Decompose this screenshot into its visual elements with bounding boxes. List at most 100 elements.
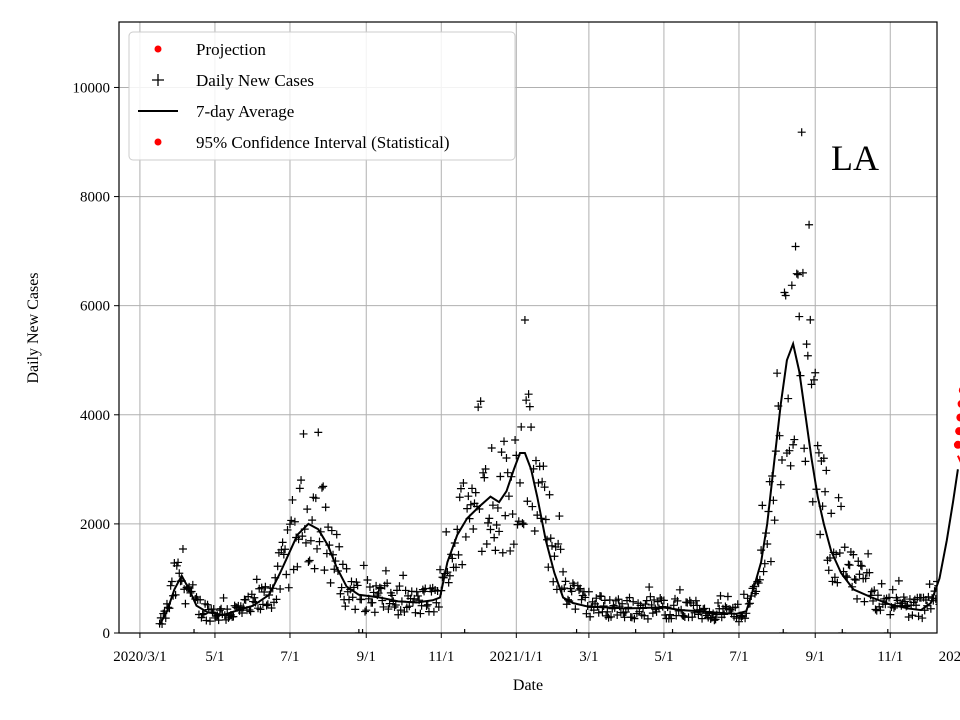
daily-case-point (523, 497, 532, 506)
daily-case-point (876, 606, 885, 615)
daily-case-point (734, 617, 743, 626)
daily-case-point (282, 570, 291, 579)
daily-case-point (283, 525, 292, 534)
x-tick-label: 3/1 (579, 649, 598, 665)
daily-case-point (544, 563, 553, 572)
daily-case-point (341, 602, 350, 611)
daily-case-point (837, 502, 846, 511)
daily-case-point (528, 502, 537, 511)
daily-case-point (646, 592, 655, 601)
daily-case-point (511, 435, 520, 444)
daily-case-point (252, 575, 261, 584)
daily-case-point (445, 571, 454, 580)
daily-case-point (803, 351, 812, 360)
daily-case-point (188, 580, 197, 589)
daily-case-point (739, 590, 748, 599)
daily-case-point (597, 592, 606, 601)
daily-case-point (538, 477, 547, 486)
daily-case-point (262, 601, 271, 610)
daily-case-point (939, 590, 947, 598)
daily-case-point (190, 629, 199, 633)
daily-case-point (520, 315, 529, 324)
daily-case-point (870, 586, 879, 595)
daily-case-point (349, 583, 358, 592)
daily-case-point (534, 478, 543, 487)
daily-case-point (432, 598, 441, 607)
daily-case-point (918, 614, 927, 623)
daily-case-point (503, 468, 512, 477)
daily-case-point (223, 605, 232, 614)
daily-case-point (795, 312, 804, 321)
daily-case-point (811, 368, 820, 377)
daily-case-point (436, 565, 445, 574)
daily-case-point (480, 473, 489, 482)
daily-case-point (834, 493, 843, 502)
daily-case-point (554, 539, 563, 548)
daily-case-point (864, 549, 873, 558)
daily-case-point (942, 575, 950, 583)
daily-case-point (209, 605, 218, 614)
daily-case-point (468, 484, 477, 493)
daily-case-point (778, 455, 787, 464)
daily-case-point (358, 629, 367, 633)
y-tick-label: 0 (103, 626, 111, 642)
daily-case-point (486, 525, 495, 534)
daily-case-point (442, 527, 451, 536)
daily-case-point (412, 587, 421, 596)
daily-case-point (759, 567, 768, 576)
daily-case-point (605, 596, 614, 605)
daily-case-point (716, 591, 725, 600)
daily-case-point (698, 614, 707, 623)
y-axis-label: Daily New Cases (25, 272, 42, 383)
daily-case-point (786, 461, 795, 470)
daily-case-point (172, 561, 181, 570)
y-tick-label: 2000 (80, 517, 110, 533)
daily-case-point (434, 602, 443, 611)
daily-case-point (720, 610, 729, 619)
daily-case-point (951, 525, 959, 533)
x-tick-label: 7/1 (729, 649, 748, 665)
daily-case-point (549, 577, 558, 586)
daily-case-point (902, 602, 911, 611)
daily-case-point (531, 456, 540, 465)
daily-case-point (496, 472, 505, 481)
daily-case-point (618, 599, 627, 608)
daily-case-point (488, 501, 497, 510)
daily-case-point (855, 570, 864, 579)
daily-case-point (384, 605, 393, 614)
daily-case-point (693, 601, 702, 610)
daily-case-point (305, 556, 314, 565)
daily-case-point (791, 242, 800, 251)
daily-case-point (260, 587, 269, 596)
daily-case-point (198, 610, 207, 619)
y-tick-label: 6000 (80, 299, 110, 315)
daily-case-point (886, 610, 895, 619)
daily-case-point (669, 601, 678, 610)
daily-case-point (556, 545, 565, 554)
daily-case-point (814, 448, 823, 457)
daily-case-point (178, 545, 187, 554)
daily-case-point (287, 516, 296, 525)
x-tick-label: 9/1 (806, 649, 825, 665)
daily-case-point (477, 547, 486, 556)
daily-case-point (789, 440, 798, 449)
daily-case-point (482, 540, 491, 549)
daily-case-point (464, 492, 473, 501)
daily-case-point (348, 593, 357, 602)
daily-case-point (821, 487, 830, 496)
daily-case-point (474, 403, 483, 412)
daily-case-point (460, 629, 469, 633)
daily-case-point (781, 291, 790, 300)
daily-case-point (351, 605, 360, 614)
daily-case-point (456, 484, 465, 493)
daily-case-point (273, 562, 282, 571)
daily-case-point (801, 457, 810, 466)
daily-case-point (773, 369, 782, 378)
daily-case-point (395, 582, 404, 591)
daily-case-point (945, 578, 953, 586)
daily-case-point (955, 420, 960, 428)
projection-series (953, 387, 960, 449)
daily-case-point (904, 612, 913, 621)
daily-case-point (278, 538, 287, 547)
daily-case-point (313, 544, 322, 553)
